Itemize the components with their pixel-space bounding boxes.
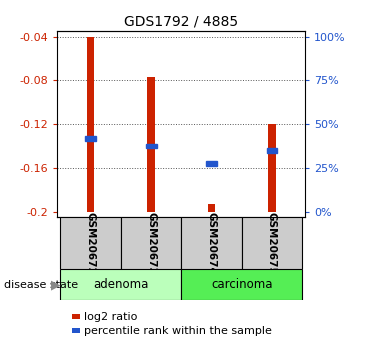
Bar <box>206 161 217 166</box>
Bar <box>121 217 181 269</box>
Bar <box>87 37 94 212</box>
Text: GSM20673: GSM20673 <box>146 212 156 275</box>
Bar <box>181 269 302 300</box>
Text: adenoma: adenoma <box>93 278 148 291</box>
Bar <box>85 136 96 141</box>
Bar <box>181 217 242 269</box>
Text: log2 ratio: log2 ratio <box>84 312 137 322</box>
Bar <box>146 144 157 148</box>
Bar <box>60 269 181 300</box>
Text: percentile rank within the sample: percentile rank within the sample <box>84 326 272 335</box>
Text: disease state: disease state <box>4 280 78 289</box>
Text: GSM20675: GSM20675 <box>267 212 277 275</box>
Bar <box>242 217 302 269</box>
Bar <box>266 148 278 153</box>
Title: GDS1792 / 4885: GDS1792 / 4885 <box>124 14 238 29</box>
Text: ▶: ▶ <box>51 278 61 291</box>
Text: GSM20672: GSM20672 <box>85 212 95 275</box>
Bar <box>60 217 121 269</box>
Bar <box>268 124 276 212</box>
Text: carcinoma: carcinoma <box>211 278 273 291</box>
Text: GSM20674: GSM20674 <box>206 212 216 275</box>
Bar <box>147 77 155 212</box>
Bar <box>208 204 215 212</box>
